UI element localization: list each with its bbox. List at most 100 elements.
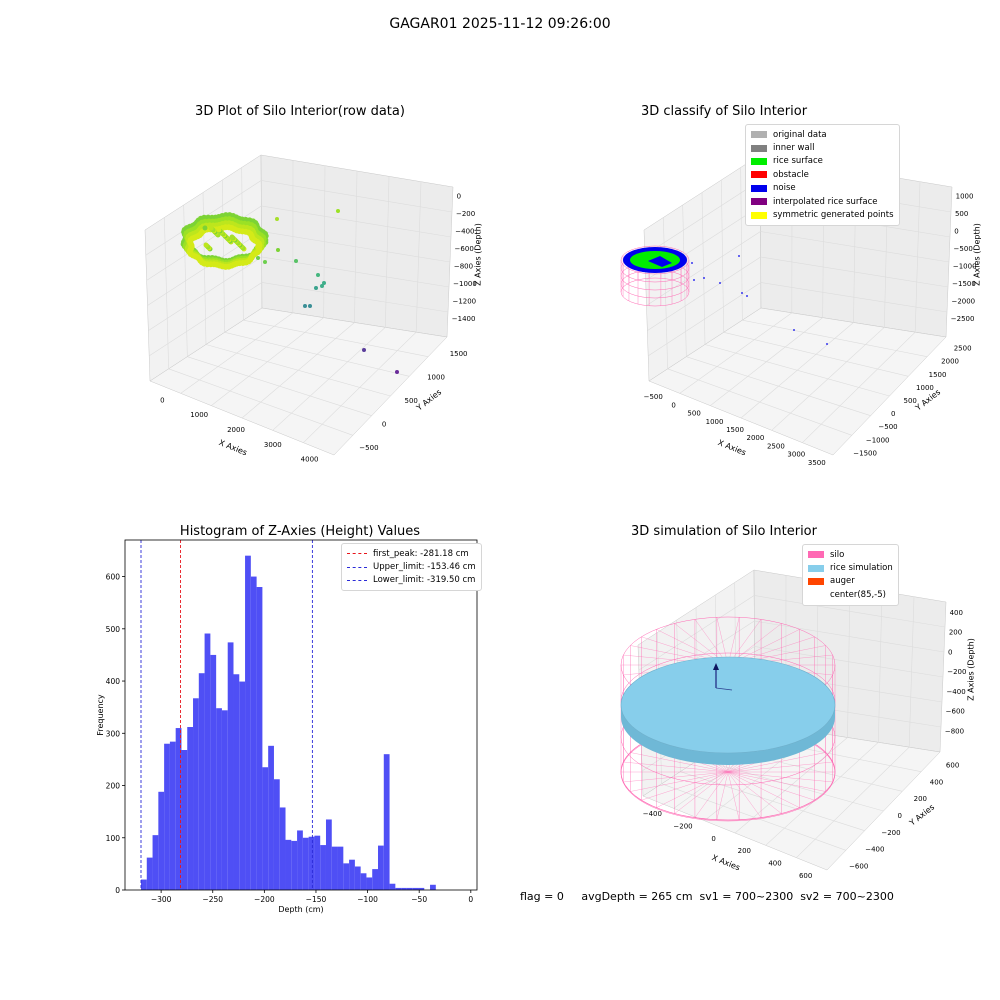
y-tick-label: 200 <box>914 795 927 803</box>
scatter-point <box>316 273 320 277</box>
legend-label: interpolated rice surface <box>773 196 878 207</box>
histogram-bar <box>383 754 390 890</box>
panel4-legend: silo rice simulation auger center(85,-5) <box>802 544 899 606</box>
legend-label: noise <box>773 183 796 194</box>
histogram-bar <box>302 837 309 890</box>
rice-surface-point <box>229 234 235 240</box>
wall-grid-line <box>415 181 422 333</box>
histogram-bar <box>412 887 419 890</box>
z-tick-label: 0 <box>954 228 958 236</box>
histogram-bar <box>146 857 153 890</box>
histogram-bar <box>193 698 199 890</box>
legend-swatch <box>751 211 767 219</box>
x-tick-label: −250 <box>202 895 223 904</box>
histogram-bar <box>343 863 350 890</box>
silo-wire-spoke <box>694 771 729 818</box>
legend-line-marker <box>347 579 367 581</box>
x-tick-label: 0 <box>468 895 473 904</box>
y-tick-label: 1000 <box>427 373 445 381</box>
legend-entry: silo <box>808 548 893 561</box>
x-tick-label: −50 <box>411 895 427 904</box>
histogram-bar <box>291 840 298 890</box>
histogram-title: Histogram of Z-Axies (Height) Values <box>179 524 421 539</box>
x-tick-label: 500 <box>687 410 700 418</box>
panel4-title: 3D simulation of Silo Interior <box>631 524 817 539</box>
histogram-bar <box>169 741 176 890</box>
y-tick-label: −500 <box>359 444 378 452</box>
y-tick-label: 500 <box>405 397 418 405</box>
x-tick-label: −100 <box>357 895 378 904</box>
histogram-bar <box>308 836 315 890</box>
panel2-legend: original data inner wall rice surface obsta… <box>745 124 900 226</box>
histogram-bar <box>331 846 338 890</box>
x-tick-label: 4000 <box>301 456 319 464</box>
legend-entry: interpolated rice surface <box>751 195 894 208</box>
histogram-bar <box>337 846 344 890</box>
x-axis-label: X Axies <box>711 853 742 872</box>
z-tick-label: −1000 <box>453 280 477 288</box>
histogram-bar <box>181 750 188 890</box>
silo-wire-spoke <box>674 771 729 814</box>
histogram-bar <box>164 743 170 890</box>
legend-label: rice simulation <box>830 563 893 574</box>
x-tick-label: −150 <box>306 895 327 904</box>
panel2-title: 3D classify of Silo Interior <box>640 104 808 119</box>
histogram-bar <box>216 708 222 890</box>
noise-point <box>703 277 705 279</box>
z-tick-label: 400 <box>950 609 963 617</box>
y-tick-label: 0 <box>382 421 386 429</box>
silo-wire-spoke <box>656 771 729 808</box>
scatter-point <box>336 209 340 213</box>
histogram-legend: first_peak: -281.18 cm Upper_limit: -153.… <box>341 543 482 592</box>
x-tick-label: −300 <box>151 895 172 904</box>
x-tick-label: 2000 <box>747 434 765 442</box>
legend-entry: rice surface <box>751 155 894 168</box>
histogram-bar <box>221 710 228 890</box>
silo-wire-spoke <box>727 752 826 773</box>
z-tick-label: −600 <box>455 245 474 253</box>
histogram-frame <box>124 539 478 891</box>
legend-line-marker <box>347 553 367 555</box>
y-tick-label: −1000 <box>866 436 890 444</box>
legend-swatch <box>751 157 767 165</box>
z-tick-label: −200 <box>456 210 475 218</box>
z-tick-label: −1200 <box>452 297 476 305</box>
x-tick-label: 1000 <box>190 411 208 419</box>
noise-patch <box>648 256 672 267</box>
silo-wire-spoke <box>727 771 815 801</box>
y-tick-label: −600 <box>849 863 868 871</box>
histogram-bar <box>349 859 355 890</box>
x-tick-label: 3500 <box>808 459 826 467</box>
silo-wire-spoke <box>727 771 740 820</box>
z-tick-label: −400 <box>946 688 965 696</box>
z-tick-label: 1000 <box>956 193 974 201</box>
rice-simulation-side <box>621 705 835 765</box>
y-tick-label: 0 <box>898 812 902 820</box>
footer-status: flag = 0 avgDepth = 265 cm sv1 = 700~230… <box>520 890 894 903</box>
floor-grid-line <box>243 319 429 357</box>
noise-point <box>691 262 693 264</box>
histogram-bar <box>239 681 246 890</box>
legend-entry: symmetric generated points <box>751 208 894 221</box>
legend-label: original data <box>773 129 827 140</box>
histogram-bar <box>210 654 217 890</box>
wall-grid-line <box>241 167 244 321</box>
x-tick-label: 2000 <box>227 426 245 434</box>
panel1-title: 3D Plot of Silo Interior(row data) <box>195 104 405 119</box>
histogram-bar <box>279 807 286 890</box>
histogram-bar <box>204 633 211 890</box>
legend-swatch <box>751 184 767 192</box>
panel1-3d-plot: 0 1000 2000 3000 4000 −500 0 500 1000 1500 0 −200 −4… <box>144 154 482 464</box>
legend-entry: center(85,-5) <box>808 588 893 601</box>
x-tick-label: −200 <box>673 823 692 831</box>
z-tick-label: −200 <box>947 668 966 676</box>
histogram-bar <box>406 887 413 890</box>
legend-entry: Lower_limit: -319.50 cm <box>347 574 476 587</box>
legend-label: rice surface <box>773 156 823 167</box>
silo-wire-spoke <box>727 771 762 818</box>
scatter-point <box>275 217 279 221</box>
legend-swatch <box>808 577 824 585</box>
histogram-bar <box>360 873 367 890</box>
scatter-point <box>308 304 312 308</box>
noise-point <box>738 255 740 257</box>
